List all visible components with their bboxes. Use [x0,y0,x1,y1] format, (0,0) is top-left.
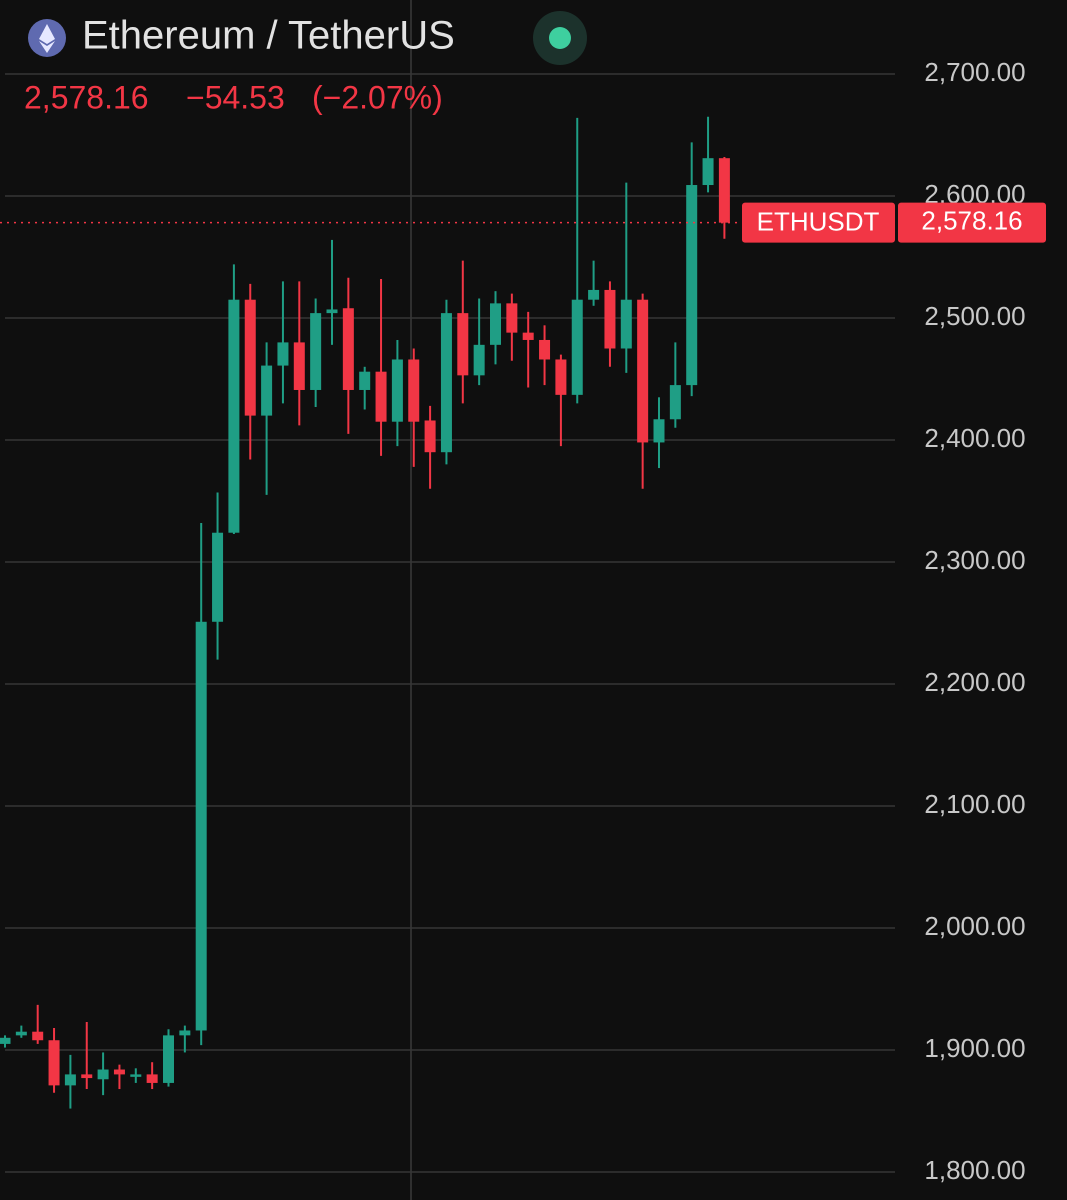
candle-body [375,371,387,422]
candle-body [457,313,469,376]
y-tick-label: 1,900.00 [924,1033,1025,1063]
y-tick-label: 1,800.00 [924,1155,1025,1185]
price-badge [898,202,1046,243]
candle-body [637,299,649,443]
y-tick-label: 2,500.00 [924,301,1025,331]
price-badge-label: 2,578.16 [921,206,1022,236]
candle-body [424,420,436,453]
candle-body [539,339,551,360]
candle-body [15,1031,27,1036]
candle-body [522,332,534,340]
candle-body [310,313,322,390]
y-tick-label: 2,000.00 [924,911,1025,941]
candle-body [64,1074,76,1086]
candle-body [326,309,338,314]
candle-body [179,1030,191,1036]
candle-body [620,299,632,349]
candle-body [408,359,420,422]
candle-body [163,1035,174,1083]
candle-body [604,289,616,349]
candle-body [0,1037,11,1044]
symbol-label: ETHUSDT [757,207,880,237]
candle-body [718,158,730,223]
candle-body [555,359,567,395]
candle-body [277,342,289,366]
y-tick-label: 2,700.00 [924,57,1025,87]
candle-body [490,303,501,345]
candle-body [195,621,207,1031]
candle-body [244,299,256,416]
candle-body [342,308,354,390]
candle-body [146,1074,158,1083]
header: Ethereum / TetherUS 2,578.16 −54.53 (−2.… [24,11,587,115]
candle-body [97,1069,109,1080]
candle-body [228,299,240,533]
candle-body [113,1069,125,1075]
candle-body [130,1074,142,1077]
candle-body [653,419,665,443]
candle-body [686,185,698,386]
coin-icon-glyph [39,24,55,53]
last-price: 2,578.16 [24,79,149,115]
candle-body [261,365,273,416]
price-change-percent: (−2.07%) [312,79,443,115]
candle-body [440,313,452,453]
price-change: −54.53 [186,79,285,115]
y-tick-label: 2,400.00 [924,423,1025,453]
candle-body [32,1031,44,1041]
candle-body [48,1040,60,1086]
status-dot [549,27,571,49]
candle-body [473,344,485,376]
y-tick-label: 2,300.00 [924,545,1025,575]
y-tick-label: 2,200.00 [924,667,1025,697]
chart-title: Ethereum / TetherUS [82,14,455,58]
candle-body [293,342,305,390]
candle-body [702,158,714,186]
candle-body [212,532,224,622]
candle-body [81,1074,93,1079]
candle-body [588,289,600,300]
symbol-badge [742,202,895,243]
candle-body [359,371,371,390]
candle-body [571,299,583,395]
candle-body [391,359,403,422]
y-tick-label: 2,100.00 [924,789,1025,819]
candle-body [506,303,518,333]
candle-body [669,385,681,420]
plot-area [0,73,895,1173]
